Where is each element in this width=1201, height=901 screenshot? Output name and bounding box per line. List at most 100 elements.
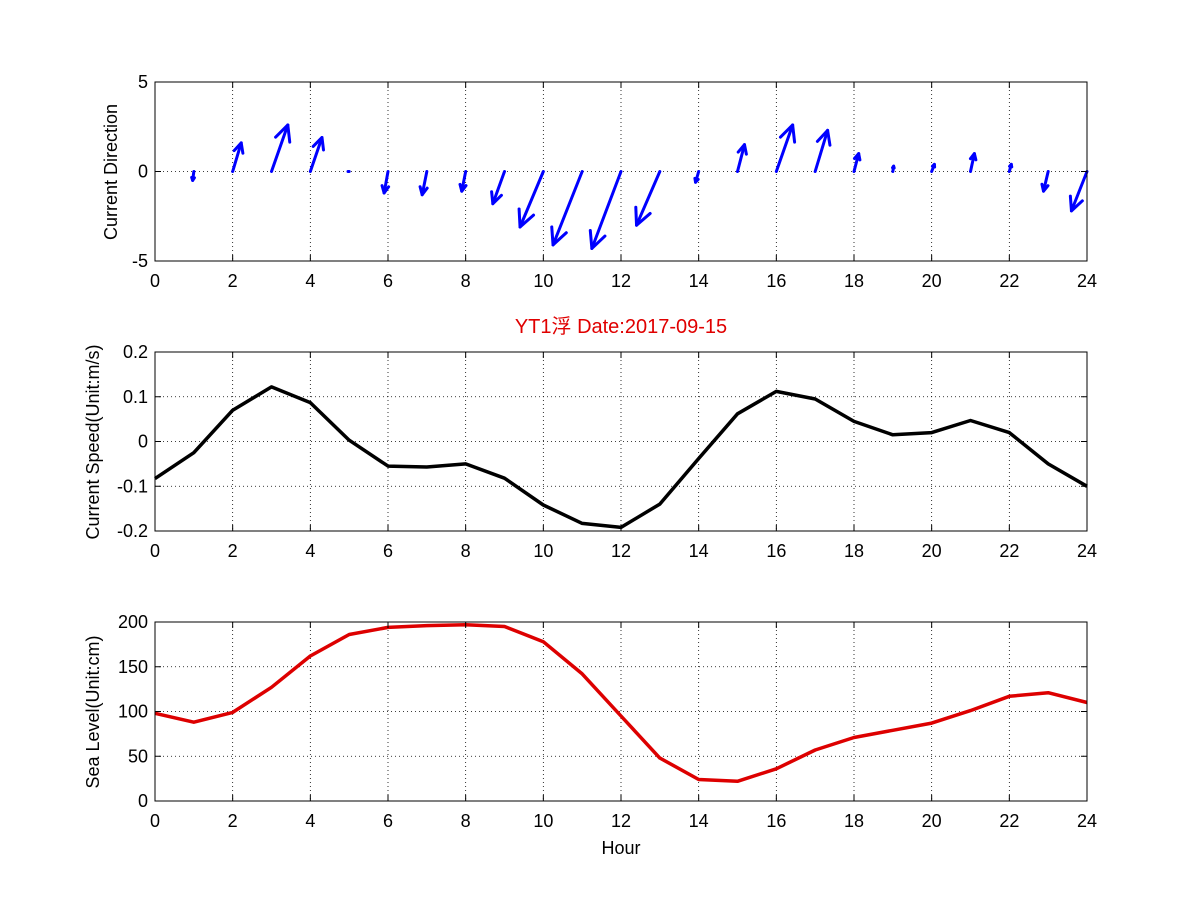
y-tick-label: 0.1 [123, 387, 148, 407]
direction-arrow [634, 170, 662, 227]
x-tick-label: 12 [611, 811, 631, 831]
direction-arrow [231, 141, 245, 173]
direction-arrow [1007, 162, 1014, 173]
direction-arrow [490, 170, 506, 206]
direction-arrow [693, 170, 701, 184]
y-tick-label: 5 [138, 72, 148, 92]
x-tick-label: 2 [228, 811, 238, 831]
arrow-head [891, 164, 896, 170]
arrow-shaft [635, 170, 662, 227]
arrow-head [490, 190, 503, 206]
current-speed-panel: 0 2 4 6 8 10 12 14 16 18 20 22 24-0.2-0.100.10.2 [117, 342, 1097, 561]
direction-arrow [1040, 170, 1050, 193]
arrow-head [380, 184, 391, 195]
arrow-head [274, 123, 292, 144]
direction-arrow [736, 143, 748, 173]
x-tick-label: 0 [150, 271, 160, 291]
arrow-shaft [382, 170, 390, 195]
arrow-shaft [270, 123, 290, 173]
x-tick-label: 24 [1077, 811, 1097, 831]
y-tick-label: 50 [128, 746, 148, 766]
x-tick-label: 12 [611, 271, 631, 291]
arrow-shaft [518, 170, 545, 229]
direction-arrow [930, 162, 937, 173]
x-tick-label: 10 [533, 271, 553, 291]
x-tick-label: 16 [766, 811, 786, 831]
y-tick-label: -5 [132, 251, 148, 271]
x-tick-label: 2 [228, 541, 238, 561]
x-tick-label: 16 [766, 541, 786, 561]
y-tick-label: -0.1 [117, 476, 148, 496]
direction-ylabel: Current Direction [101, 104, 121, 240]
arrow-head [693, 176, 700, 184]
arrow-shaft [813, 128, 830, 173]
direction-arrow [550, 170, 584, 247]
hour-xlabel: Hour [601, 838, 640, 858]
x-tick-label: 22 [999, 271, 1019, 291]
direction-arrow [270, 123, 292, 173]
arrow-head [232, 141, 245, 155]
arrow-head [588, 229, 607, 250]
arrow-shaft [231, 141, 243, 173]
y-tick-label: 0.2 [123, 342, 148, 362]
arrow-head [311, 135, 325, 152]
x-tick-label: 14 [689, 271, 709, 291]
direction-arrow [458, 170, 468, 193]
direction-arrow [308, 135, 325, 173]
x-tick-label: 22 [999, 811, 1019, 831]
arrow-head [517, 207, 536, 229]
direction-arrow [190, 170, 196, 182]
arrow-shaft [551, 170, 584, 247]
sea-level-ylabel: Sea Level(Unit:cm) [83, 635, 103, 788]
direction-arrow [813, 128, 832, 173]
arrow-head [1040, 182, 1050, 193]
y-tick-label: 0 [138, 432, 148, 452]
direction-arrow [968, 152, 978, 173]
arrow-head [778, 123, 797, 144]
x-tick-label: 10 [533, 541, 553, 561]
arrow-shaft [420, 170, 429, 197]
y-tick-label: 0 [138, 162, 148, 182]
arrow-shaft [1069, 170, 1089, 213]
x-tick-label: 14 [689, 541, 709, 561]
x-tick-label: 12 [611, 541, 631, 561]
arrow-shaft [774, 123, 795, 173]
y-tick-label: 200 [118, 612, 148, 632]
x-tick-label: 20 [922, 271, 942, 291]
arrow-head [1068, 194, 1084, 213]
arrow-shaft [736, 143, 746, 173]
x-tick-label: 20 [922, 811, 942, 831]
direction-arrow [517, 170, 545, 229]
direction-arrow [588, 170, 623, 250]
x-tick-label: 6 [383, 271, 393, 291]
x-tick-label: 8 [461, 541, 471, 561]
arrow-head [968, 152, 978, 162]
direction-arrow [891, 164, 896, 173]
arrow-head [190, 175, 196, 182]
sea-level-series-line [154, 622, 1088, 784]
y-tick-label: 100 [118, 702, 148, 722]
arrow-shaft [308, 135, 324, 173]
arrow-head [815, 128, 832, 147]
direction-arrow [1068, 170, 1089, 213]
y-tick-label: -0.2 [117, 521, 148, 541]
arrow-head [458, 182, 468, 193]
direction-arrow [852, 152, 862, 173]
arrow-shaft [491, 170, 506, 206]
current-direction-panel: 0 2 4 6 8 10 12 14 16 18 20 22 24-505 [132, 72, 1097, 291]
x-tick-label: 0 [150, 811, 160, 831]
x-tick-label: 4 [305, 271, 315, 291]
arrow-shaft [590, 170, 623, 250]
arrow-head [852, 152, 862, 162]
arrow-head [930, 162, 937, 169]
x-tick-label: 24 [1077, 541, 1097, 561]
x-tick-label: 8 [461, 271, 471, 291]
x-tick-label: 16 [766, 271, 786, 291]
arrow-head [634, 205, 652, 227]
x-tick-label: 6 [383, 811, 393, 831]
y-tick-label: 0 [138, 791, 148, 811]
x-tick-label: 2 [228, 271, 238, 291]
